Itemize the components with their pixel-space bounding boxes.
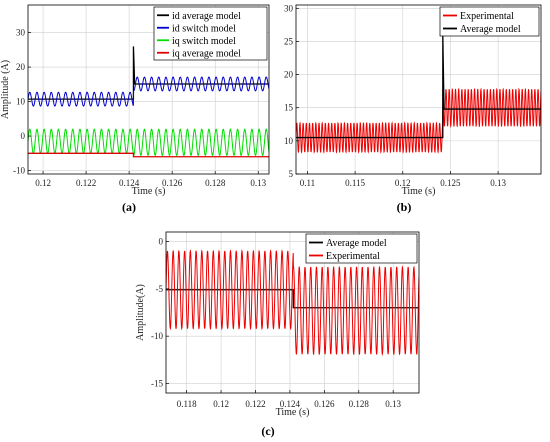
y-tick-label: 5 [289,169,294,179]
legend-entry: Average model [326,238,387,249]
x-tick-label: 0.128 [349,399,370,409]
x-axis-label: Time (s) [132,186,166,197]
y-tick-label: 10 [284,136,294,146]
plot-frame [165,231,420,394]
x-tick-label: 0.125 [440,178,461,188]
y-tick-label: -15 [151,379,163,389]
series-line-3 [28,152,269,158]
legend: Experimental Average model [439,6,540,37]
y-tick-label: 10 [16,97,26,107]
series-line-0 [296,87,541,155]
y-tick-label: 0 [21,131,26,141]
y-tick-label: -5 [156,284,164,294]
series-line-1 [28,76,269,107]
legend-box [153,6,268,61]
x-tick-label: 0.13 [385,399,401,409]
x-tick-label: 0.12 [395,178,411,188]
x-tick-label: 0.13 [250,178,266,188]
x-axis-label: Time (s) [276,407,310,418]
legend: Average model Experimental [305,233,418,264]
x-tick-label: 0.124 [119,178,140,188]
y-tick-label: 20 [284,70,294,80]
series-line-1 [166,249,419,357]
y-tick-label: -10 [151,331,163,341]
x-tick-label: 0.126 [314,399,335,409]
legend-entry: Experimental [326,251,380,262]
x-tick-label: 0.122 [245,399,265,409]
x-tick-label: 0.126 [162,178,183,188]
legend-box [305,233,418,264]
x-tick-label: 0.122 [76,178,96,188]
y-axis-label: Amplitude(A) [135,284,146,341]
plot-frame [295,4,542,175]
x-tick-label: 0.124 [280,399,301,409]
x-tick-label: 0.11 [300,178,315,188]
legend-entry: iq average model [172,48,241,59]
x-tick-label: 0.13 [490,178,506,188]
x-axis-label: Time (s) [402,186,436,197]
panel-label-a: (a) [122,200,136,214]
panel-label-c: (c) [261,424,274,438]
x-tick-label: 0.115 [345,178,365,188]
y-axis-label: Amplitude (A) [0,60,11,119]
series-group [166,249,419,357]
legend-entry: iq switch model [172,36,236,47]
x-tick-label: 0.12 [213,399,229,409]
legend-entry: id switch model [172,23,236,34]
series-line-0 [166,289,419,309]
series-line-2 [28,128,269,157]
x-tick-label: 0.12 [35,178,51,188]
y-tick-label: 25 [284,36,294,46]
plot-frame [27,4,270,175]
legend-entry: id average model [172,11,241,22]
chart-panel-a: (a) 0.12 0.122 0.124 0.126 0.128 0.13 -10 0 10 20… [0,4,270,214]
y-tick-label: 0 [159,236,164,246]
y-tick-label: 20 [16,62,26,72]
x-tick-label: 0.118 [177,399,197,409]
panel-label-b: (b) [397,200,412,214]
legend-entry: Average model [460,24,521,35]
legend-entry: Experimental [460,11,514,22]
chart-panel-b: (b) 0.11 0.115 0.12 0.125 0.13 5 10 15 20 25 30 Tim… [284,3,542,214]
y-tick-label: 15 [284,103,294,113]
y-tick-label: -10 [13,166,25,176]
series-group [28,46,269,158]
y-tick-label: 30 [284,3,294,13]
legend-box [439,6,540,37]
chart-panel-c: (c) 0.118 0.12 0.122 0.124 0.126 0.128 0.13 -15… [135,231,420,438]
y-tick-label: 30 [16,28,26,38]
series-line-0 [28,46,269,100]
x-tick-label: 0.128 [205,178,226,188]
